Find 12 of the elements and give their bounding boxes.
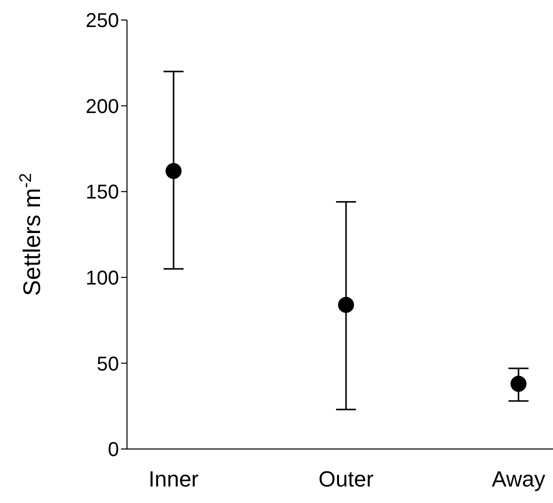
y-tick-label: 250: [86, 10, 119, 32]
y-tick-label: 150: [86, 182, 119, 204]
point: [166, 163, 182, 180]
y-tick-label: 200: [86, 96, 119, 118]
point: [510, 376, 527, 392]
x-tick-label: Inner: [148, 466, 199, 492]
x-tick-label: Outer: [318, 466, 374, 492]
x-tick-label: Away: [492, 466, 546, 492]
y-tick-label: 100: [86, 268, 119, 290]
y-tick-label: 50: [96, 353, 119, 376]
y-tick-label: 0: [108, 439, 119, 462]
point: [338, 296, 354, 313]
